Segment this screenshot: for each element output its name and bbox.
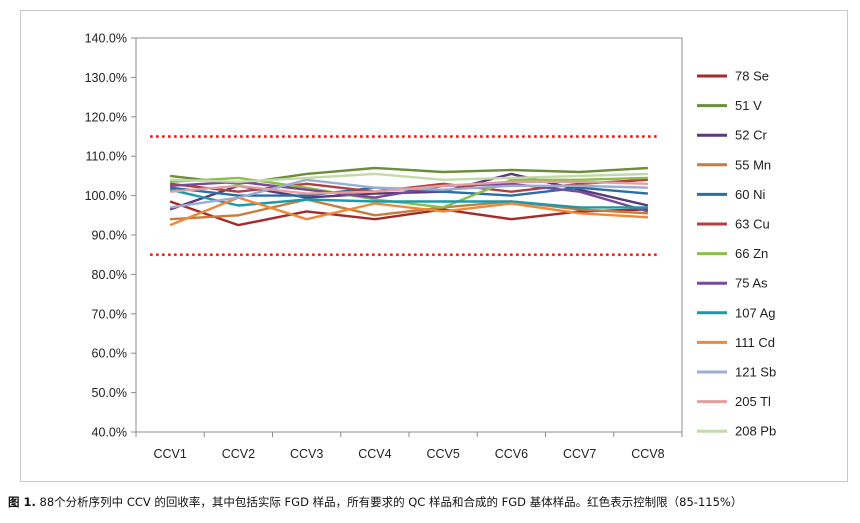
series-line-107-ag — [169, 188, 648, 209]
figure-caption: 图 1. 88个分析序列中 CCV 的回收率，其中包括实际 FGD 样品，所有要… — [8, 494, 742, 510]
legend-label: 51 V — [735, 98, 762, 113]
series-line-208-pb — [170, 172, 648, 184]
y-tick-label: 90.0% — [92, 229, 127, 243]
x-tick-label: CCV8 — [631, 447, 664, 461]
y-tick-label: 60.0% — [92, 347, 127, 361]
legend-label: 55 Mn — [735, 157, 771, 172]
x-tick-label: CCV4 — [358, 447, 391, 461]
y-tick-label: 40.0% — [92, 426, 127, 440]
x-tick-label: CCV2 — [222, 447, 255, 461]
series-line-66-zn — [170, 176, 648, 209]
y-tick-label: 80.0% — [92, 268, 127, 282]
y-tick-label: 50.0% — [92, 386, 127, 400]
chart-frame: 40.0% 50.0% 60.0% 70.0% 80.0% 90.0% 100.0% 110.… — [20, 10, 848, 482]
legend-label: 52 Cr — [735, 128, 767, 143]
x-tick-label: CCV6 — [495, 447, 528, 461]
legend-label: 66 Zn — [735, 246, 768, 261]
series-line-55-mn — [170, 198, 648, 221]
series-line-75-as — [170, 180, 649, 213]
y-tick-label: 110.0% — [86, 150, 127, 164]
x-tick-label: CCV3 — [290, 447, 323, 461]
series-line-111-cd — [169, 196, 648, 227]
y-tick-label: 140.0% — [85, 32, 127, 46]
y-tick-label: 120.0% — [85, 110, 127, 124]
x-tick-label: CCV1 — [153, 447, 186, 461]
legend-label: 111 Cd — [735, 335, 775, 350]
legend-label: 63 Cu — [735, 217, 770, 232]
y-tick-label: 70.0% — [92, 307, 127, 321]
caption-text: 88个分析序列中 CCV 的回收率，其中包括实际 FGD 样品，所有要求的 QC… — [35, 495, 743, 509]
figure-number: 图 1. — [8, 495, 36, 509]
legend-label: 205 Tl — [735, 394, 771, 409]
series-line-205-tl — [169, 180, 648, 195]
legend-label: 121 Sb — [735, 365, 776, 380]
legend-label: 208 Pb — [735, 424, 776, 439]
legend-label: 107 Ag — [735, 305, 776, 320]
legend-label: 60 Ni — [735, 187, 765, 202]
y-tick-label: 130.0% — [85, 71, 127, 85]
line-chart: 40.0% 50.0% 60.0% 70.0% 80.0% 90.0% 100.0% 110.… — [85, 32, 777, 462]
plot-area — [135, 37, 683, 433]
x-tick-label: CCV5 — [426, 447, 459, 461]
legend-label: 75 As — [735, 276, 768, 291]
y-tick-label: 100.0% — [85, 189, 127, 203]
x-tick-label: CCV7 — [563, 447, 596, 461]
legend-label: 78 Se — [735, 69, 769, 84]
